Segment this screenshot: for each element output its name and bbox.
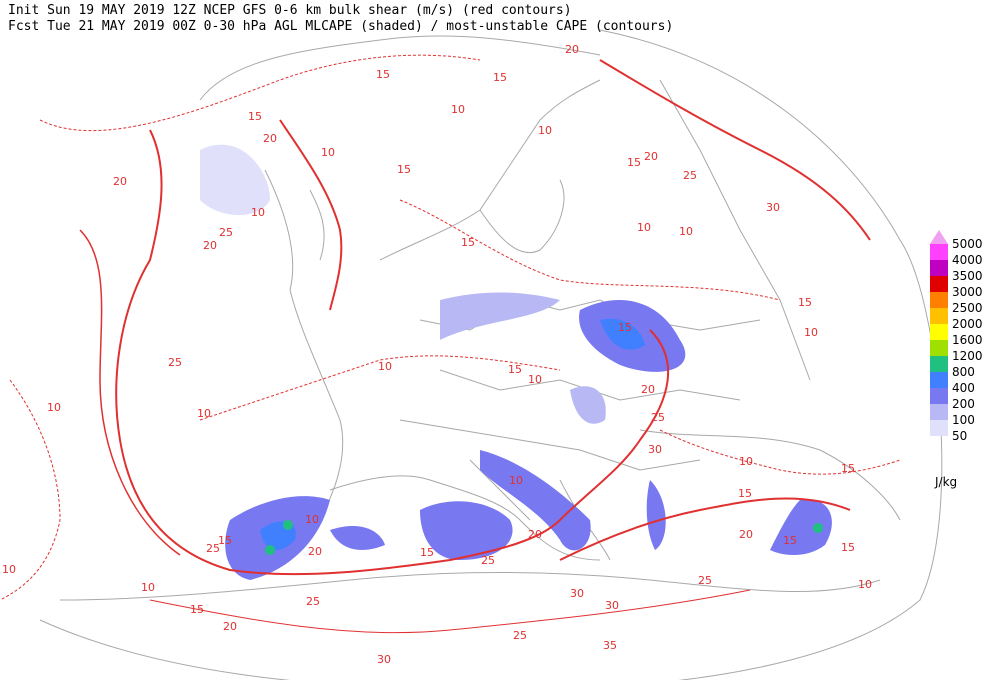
legend-swatch (930, 276, 948, 292)
legend-label: 2000 (952, 317, 983, 331)
contour-label: 10 (858, 578, 872, 591)
legend-label: 50 (952, 429, 967, 443)
contour-label: 15 (397, 163, 411, 176)
legend-label: 1200 (952, 349, 983, 363)
contour-label: 20 (641, 383, 655, 396)
contour-label: 15 (248, 110, 262, 123)
contour-label: 10 (538, 124, 552, 137)
contour-label: 20 (223, 620, 237, 633)
cape-shading (200, 144, 832, 580)
contour-label: 10 (2, 563, 16, 576)
contour-label: 20 (263, 132, 277, 145)
contour-label: 15 (190, 603, 204, 616)
legend-swatch (930, 292, 948, 308)
contour-label: 25 (683, 169, 697, 182)
contour-label: 10 (804, 326, 818, 339)
legend-swatch (930, 420, 948, 436)
contour-label: 10 (451, 103, 465, 116)
legend-swatch (930, 308, 948, 324)
contour-label: 25 (168, 356, 182, 369)
contour-label: 25 (306, 595, 320, 608)
contour-label: 15 (618, 321, 632, 334)
contour-label: 20 (203, 239, 217, 252)
contour-label: 15 (841, 541, 855, 554)
contour-label: 25 (651, 411, 665, 424)
contour-label: 15 (738, 487, 752, 500)
legend-arrow (930, 230, 948, 244)
legend-label: 400 (952, 381, 975, 395)
contour-label: 20 (308, 545, 322, 558)
contour-label: 10 (509, 474, 523, 487)
contour-label: 15 (493, 71, 507, 84)
contour-label: 10 (528, 373, 542, 386)
contour-label: 25 (206, 542, 220, 555)
contour-label: 25 (698, 574, 712, 587)
legend-label: 100 (952, 413, 975, 427)
header-line: Init Sun 19 MAY 2019 12Z NCEP GFS 0-6 km… (8, 3, 572, 18)
contour-label: 15 (420, 546, 434, 559)
contour-label: 10 (637, 221, 651, 234)
contour-label: 30 (605, 599, 619, 612)
contour-label: 15 (508, 363, 522, 376)
contour-label: 10 (141, 581, 155, 594)
contour-label: 15 (376, 68, 390, 81)
contour-label: 10 (47, 401, 61, 414)
contour-label: 10 (251, 206, 265, 219)
legend-label: 3000 (952, 285, 983, 299)
contour-label: 10 (679, 225, 693, 238)
shear-contours (0, 54, 901, 634)
legend-label: 200 (952, 397, 975, 411)
contour-label: 10 (378, 360, 392, 373)
contour-label: 15 (783, 534, 797, 547)
legend-swatch (930, 356, 948, 372)
contour-label: 10 (197, 407, 211, 420)
contour-label: 30 (570, 587, 584, 600)
legend-unit: J/kg (934, 475, 957, 489)
contour-label: 15 (461, 236, 475, 249)
contour-label: 25 (513, 629, 527, 642)
header-line: Fcst Tue 21 MAY 2019 00Z 0-30 hPa AGL ML… (8, 19, 673, 34)
legend-label: 1600 (952, 333, 983, 347)
contour-label: 30 (648, 443, 662, 456)
contour-label: 20 (739, 528, 753, 541)
contour-label: 25 (219, 226, 233, 239)
legend-swatch (930, 340, 948, 356)
contour-label: 15 (218, 534, 232, 547)
legend-swatch (930, 372, 948, 388)
contour-label: 20 (528, 528, 542, 541)
legend-swatch (930, 324, 948, 340)
legend-label: 800 (952, 365, 975, 379)
legend-label: 5000 (952, 237, 983, 251)
legend-label: 4000 (952, 253, 983, 267)
legend-swatch (930, 260, 948, 276)
legend-label: 2500 (952, 301, 983, 315)
legend-swatch (930, 244, 948, 260)
legend-swatch (930, 404, 948, 420)
contour-label: 25 (481, 554, 495, 567)
contour-label: 15 (627, 156, 641, 169)
legend-label: 3500 (952, 269, 983, 283)
contour-label: 10 (321, 146, 335, 159)
contour-label: 15 (841, 462, 855, 475)
contour-label: 20 (565, 43, 579, 56)
contour-label: 30 (377, 653, 391, 666)
land-borders (39, 29, 943, 680)
contour-label: 10 (305, 513, 319, 526)
legend-swatch (930, 388, 948, 404)
legend: 5000 4000 3500 3000 2500 2000 1600 1200 800 400 20… (930, 230, 983, 489)
contour-label: 10 (739, 455, 753, 468)
contour-label: 15 (798, 296, 812, 309)
contour-label: 20 (113, 175, 127, 188)
contour-label: 35 (603, 639, 617, 652)
contour-label: 30 (766, 201, 780, 214)
contour-label: 20 (644, 150, 658, 163)
